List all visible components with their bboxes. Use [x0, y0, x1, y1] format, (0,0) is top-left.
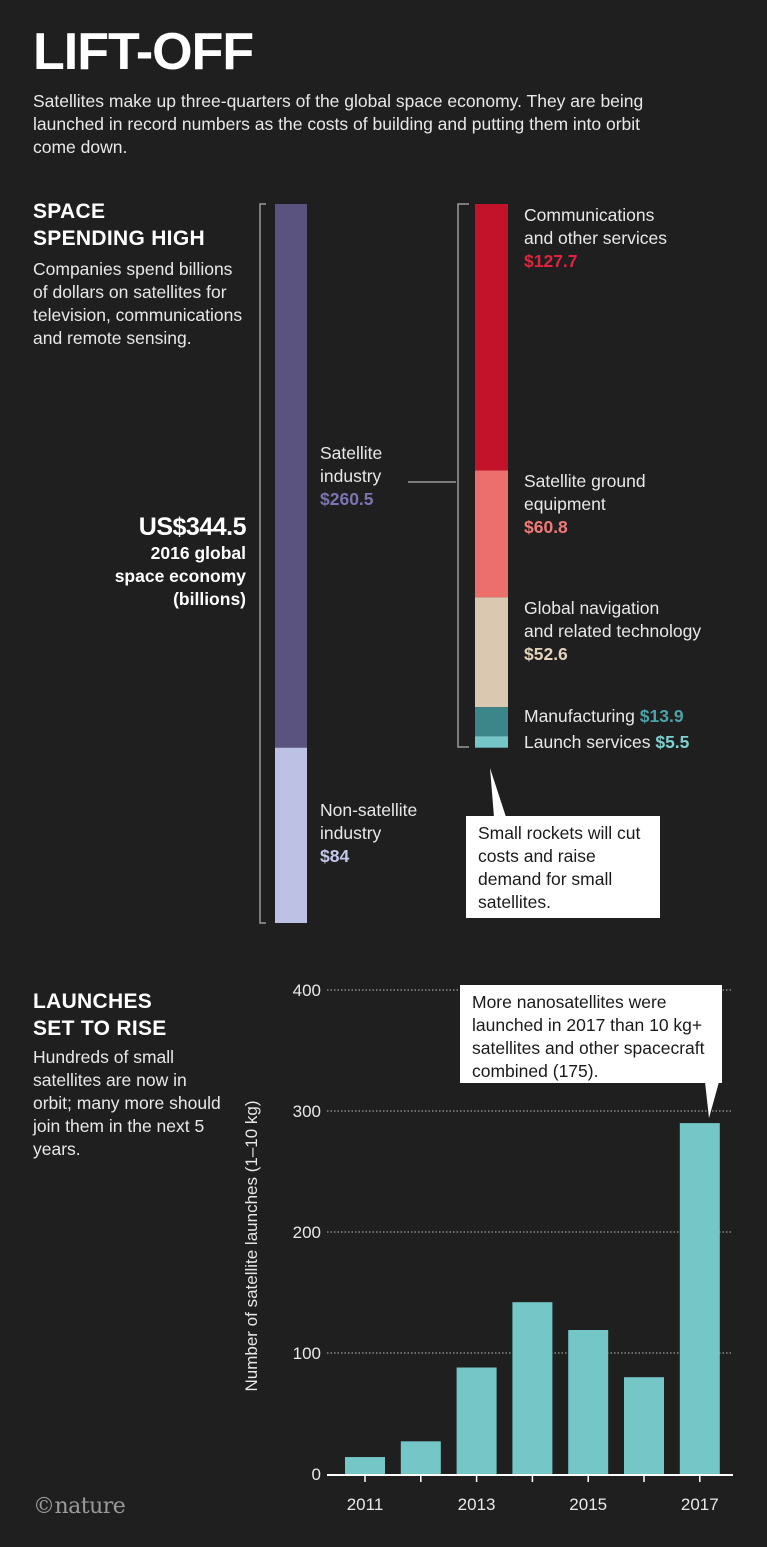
value-launch-services: $5.5 [655, 732, 690, 752]
total-label: US$344.5 2016 global space economy (bill… [60, 512, 247, 611]
bar-2013 [456, 1367, 497, 1474]
small-rockets-callout: Small rockets will cut costs and raise d… [466, 816, 660, 918]
label-nonsat-line2: industry [320, 823, 382, 843]
bar-launch-services [475, 736, 508, 748]
label-non-satellite-industry: Non-satellite industry $84 [320, 799, 417, 868]
spending-heading-line2: SPENDING HIGH [33, 227, 205, 250]
bar-satellite-industry [275, 204, 307, 748]
label-launch-text: Launch services [524, 732, 651, 752]
page-title: LIFT-OFF [33, 23, 254, 81]
x-tick-2015: 2015 [569, 1495, 607, 1514]
y-tick-100: 100 [293, 1344, 321, 1363]
launches-heading: LAUNCHES SET TO RISE [33, 988, 167, 1042]
label-launch-services: Launch services $5.5 [524, 731, 689, 754]
label-satellite-industry: Satellite industry $260.5 [320, 442, 382, 511]
total-bracket [259, 203, 266, 924]
label-manu-text: Manufacturing [524, 706, 635, 726]
bar-2011 [345, 1457, 385, 1474]
bar-communications [475, 204, 508, 471]
label-ground-line1: Satellite ground [524, 471, 646, 491]
bar-2017 [679, 1123, 720, 1474]
y-tick-400: 400 [293, 981, 321, 1000]
value-non-satellite-industry: $84 [320, 846, 350, 866]
bar-non-satellite-industry [275, 747, 307, 923]
spending-description: Companies spend billions of dollars on s… [33, 259, 243, 348]
total-line1: 2016 global [150, 543, 246, 563]
nanosat-callout-pointer [705, 1082, 719, 1118]
nature-logo: ©nature [33, 1494, 126, 1519]
spending-heading: SPACE SPENDING HIGH [33, 198, 205, 252]
bar-manufacturing [475, 707, 508, 737]
value-ground-equipment: $60.8 [524, 517, 568, 537]
label-ground-line2: equipment [524, 494, 606, 514]
bar-2012 [400, 1441, 441, 1474]
value-communications: $127.7 [524, 251, 578, 271]
label-ground-equipment: Satellite ground equipment $60.8 [524, 470, 646, 539]
label-communications: Communications and other services $127.7 [524, 204, 667, 273]
label-nav-line2: and related technology [524, 621, 702, 641]
label-navigation: Global navigation and related technology… [524, 597, 701, 666]
callout-pointer [490, 768, 506, 817]
value-manufacturing: $13.9 [639, 706, 684, 726]
nanosatellites-callout: More nanosatellites were launched in 201… [460, 985, 722, 1083]
space-economy-chart [259, 203, 508, 924]
launches-bar-chart: 0 100 200 300 400 2011 2013 2015 2017 Number of … [242, 981, 733, 1514]
spending-heading-line1: SPACE [33, 200, 106, 223]
bar-2015 [568, 1330, 609, 1474]
value-navigation: $52.6 [524, 644, 568, 664]
label-satellite-line2: industry [320, 466, 382, 486]
label-nonsat-line1: Non-satellite [320, 800, 418, 820]
total-value: US$344.5 [138, 513, 247, 541]
breakdown-bracket [457, 203, 469, 748]
total-line2: space economy [114, 566, 246, 586]
x-tick-2011: 2011 [347, 1495, 384, 1514]
x-tick-2013: 2013 [458, 1495, 496, 1514]
label-nav-line1: Global navigation [524, 598, 660, 618]
launches-description: Hundreds of small satellites are now in … [33, 1047, 221, 1159]
bar-2014 [512, 1302, 553, 1474]
y-tick-200: 200 [293, 1223, 321, 1242]
y-tick-0: 0 [312, 1465, 321, 1484]
x-tick-2017: 2017 [681, 1495, 719, 1514]
label-comm-line2: and other services [524, 228, 667, 248]
y-axis-label: Number of satellite launches (1–10 kg) [242, 1100, 261, 1391]
bar-navigation [475, 597, 508, 708]
label-manufacturing: Manufacturing $13.9 [524, 705, 684, 728]
total-line3: (billions) [173, 589, 246, 609]
launches-heading-line2: SET TO RISE [33, 1017, 167, 1040]
label-satellite-line1: Satellite [320, 443, 383, 463]
intro-text: Satellites make up three-quarters of the… [33, 91, 644, 157]
label-comm-line1: Communications [524, 205, 655, 225]
bar-ground-equipment [475, 470, 508, 598]
bar-2016 [624, 1377, 664, 1474]
y-tick-300: 300 [293, 1102, 321, 1121]
value-satellite-industry: $260.5 [320, 489, 374, 509]
launches-heading-line1: LAUNCHES [33, 990, 153, 1013]
